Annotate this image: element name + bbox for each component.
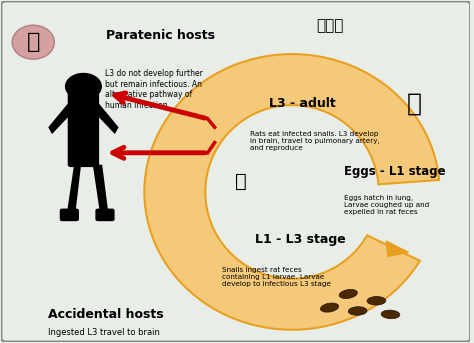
Polygon shape: [93, 165, 108, 212]
Text: 🦎🦐🐸: 🦎🦐🐸: [316, 18, 343, 33]
FancyBboxPatch shape: [96, 209, 114, 221]
Text: Eggs - L1 stage: Eggs - L1 stage: [344, 165, 445, 178]
Text: L3 - adult: L3 - adult: [269, 97, 335, 110]
Polygon shape: [386, 241, 409, 256]
Text: 🧠: 🧠: [27, 32, 40, 52]
Ellipse shape: [368, 296, 385, 306]
Text: L3 do not develop further
but remain infectious. An
alternative pathway of
human: L3 do not develop further but remain inf…: [105, 69, 202, 110]
Text: 🐀: 🐀: [406, 92, 421, 116]
PathPatch shape: [145, 54, 439, 330]
FancyBboxPatch shape: [68, 92, 99, 166]
Polygon shape: [48, 100, 74, 134]
Ellipse shape: [339, 289, 357, 299]
FancyBboxPatch shape: [61, 209, 78, 221]
Text: Eggs hatch in lung,
Larvae coughed up and
expelled in rat feces: Eggs hatch in lung, Larvae coughed up an…: [344, 195, 429, 215]
Text: Rats eat infected snails. L3 develop
in brain, travel to pulmonary artery,
and r: Rats eat infected snails. L3 develop in …: [250, 131, 380, 151]
Text: Accidental hosts: Accidental hosts: [48, 308, 164, 321]
Text: Paratenic hosts: Paratenic hosts: [106, 28, 215, 42]
Text: L1 - L3 stage: L1 - L3 stage: [255, 233, 345, 246]
Text: Snails ingest rat feces
containing L1 larvae. Larvae
develop to infectious L3 st: Snails ingest rat feces containing L1 la…: [222, 267, 331, 287]
Ellipse shape: [381, 310, 400, 319]
Polygon shape: [92, 100, 118, 134]
Ellipse shape: [12, 25, 55, 59]
Text: Ingested L3 travel to brain: Ingested L3 travel to brain: [48, 328, 160, 337]
Ellipse shape: [348, 306, 367, 316]
Polygon shape: [67, 165, 81, 212]
Circle shape: [65, 73, 101, 99]
Text: 🐌: 🐌: [235, 172, 246, 191]
Ellipse shape: [320, 303, 338, 312]
